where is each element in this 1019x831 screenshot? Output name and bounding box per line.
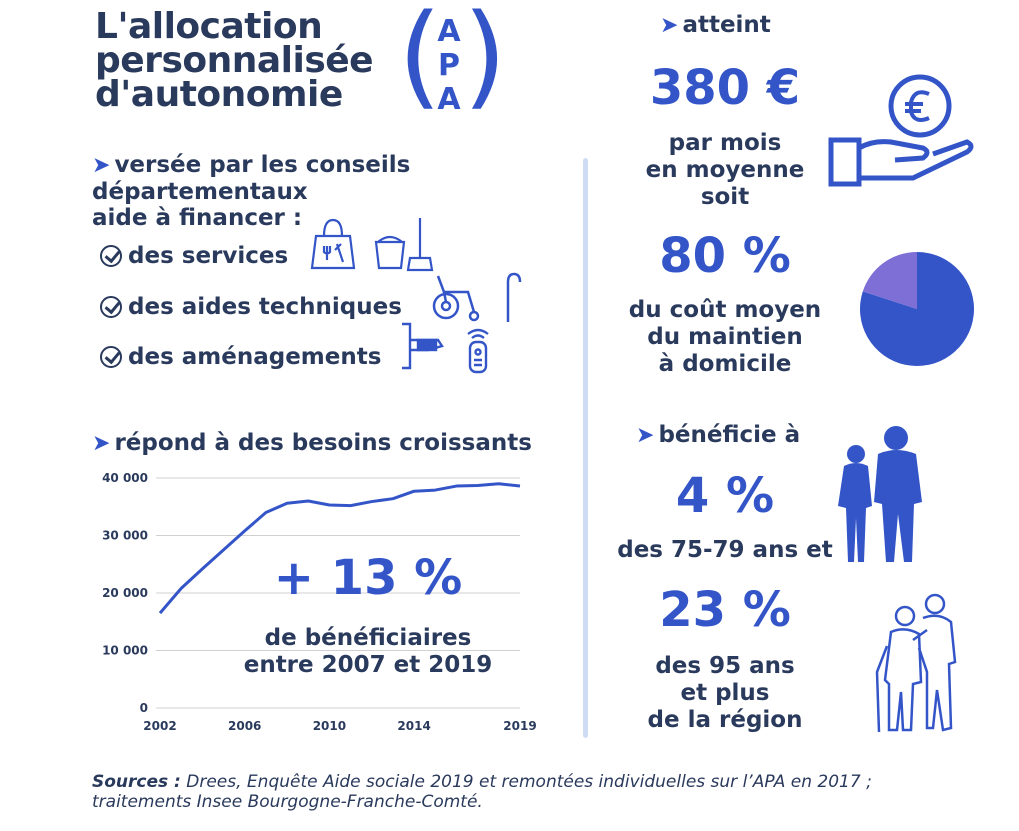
share-line-2: du maintien [647, 324, 803, 350]
checkmark-icon [100, 245, 122, 267]
list-item: des services [100, 243, 288, 269]
elderly-walker-icon [875, 593, 957, 733]
share-line-1: du coût moyen [628, 297, 822, 323]
beneficie-label: bénéficie à [658, 422, 801, 448]
amount-line-1: par mois [668, 130, 782, 156]
column-divider [583, 158, 588, 738]
chart-heading-text: répond à des besoins croissants [114, 430, 532, 456]
pie-chart [860, 252, 974, 366]
atteint-heading: ➤ atteint [660, 12, 771, 39]
item-label-aides: des aides techniques [128, 294, 402, 320]
hand-euro-icon [828, 74, 974, 187]
growth-caption: de bénéficiaires entre 2007 et 2019 [228, 625, 508, 679]
left-parenthesis: ( [398, 0, 442, 121]
bucket-mop-icon [374, 218, 434, 272]
share-value: 80 % [659, 228, 791, 284]
list-item: des aménagements [100, 344, 381, 370]
arrow-icon: ➤ [92, 153, 111, 178]
title-line-1: L'allocation [95, 6, 323, 47]
y-tick-label: 40 000 [102, 471, 148, 485]
series-line [158, 482, 521, 615]
x-tick-label: 2002 [143, 719, 176, 733]
growth-value: + 13 % [273, 550, 463, 606]
pct-95-line-1: des 95 ans [655, 653, 795, 679]
growth-line-2: entre 2007 et 2019 [243, 652, 493, 678]
pct-75-value: 4 % [675, 468, 775, 524]
x-tick-label: 2019 [503, 719, 536, 733]
checkmark-icon [100, 346, 122, 368]
source-label: Sources : [92, 772, 181, 792]
source-line-1: Drees, Enquête Aide sociale 2019 et remo… [186, 772, 872, 792]
growth-line-1: de bénéficiaires [264, 625, 472, 651]
y-tick-label: 0 [140, 701, 148, 715]
pct-95-line-2: et plus [680, 680, 770, 706]
arrow-icon: ➤ [660, 13, 679, 38]
acronym-letter-a2: A [437, 82, 461, 117]
item-label-amenagements: des aménagements [128, 344, 382, 370]
pct-95-caption: des 95 ans et plus de la région [600, 653, 850, 734]
x-tick-label: 2006 [228, 719, 261, 733]
list-item: des aides techniques [100, 294, 402, 320]
y-tick-label: 20 000 [102, 586, 148, 600]
beneficie-heading: ➤ bénéficie à [636, 422, 800, 449]
pie-slice [862, 252, 917, 309]
x-tick-label: 2010 [313, 719, 346, 733]
share-line-3: à domicile [658, 351, 792, 377]
page-title: L'allocation personnalisée d'autonomie [95, 6, 374, 115]
x-tick-label: 2014 [397, 719, 430, 733]
amount-caption: par mois en moyenne soit [610, 130, 840, 211]
amount-value: 380 € [649, 60, 801, 116]
intro-line-1: versée par les conseils [114, 152, 411, 178]
chart-heading: ➤ répond à des besoins croissants [92, 430, 532, 457]
pct-75-label: des 75-79 ans et [617, 537, 833, 563]
shopping-bag-icon [310, 218, 356, 270]
pct-95-value: 23 % [659, 582, 791, 638]
amount-line-2: en moyenne [645, 157, 805, 183]
acronym-letter-a: A [437, 14, 461, 49]
title-line-3: d'autonomie [95, 74, 343, 115]
services-icons [310, 218, 434, 272]
title-line-2: personnalisée [95, 40, 374, 81]
arrow-icon: ➤ [92, 431, 111, 456]
intro-text: ➤ versée par les conseils départementaux … [92, 152, 410, 231]
line-chart: 0 10 000 20 000 30 000 40 000 2002 2006 2010 201… [102, 471, 537, 733]
arrow-icon: ➤ [636, 423, 655, 448]
y-tick-label: 30 000 [102, 529, 148, 543]
amount-line-3: soit [700, 184, 750, 210]
source-note: Sources : Drees, Enquête Aide sociale 20… [92, 772, 872, 812]
remote-control-icon [402, 322, 489, 374]
wheelchair-icon [432, 272, 522, 322]
acronym-letter-p: P [438, 48, 460, 83]
right-parenthesis: ) [463, 0, 507, 121]
intro-line-3: aide à financer : [92, 205, 303, 231]
source-line-2: traitements Insee Bourgogne-Franche-Comt… [92, 792, 483, 812]
share-caption: du coût moyen du maintien à domicile [600, 297, 850, 378]
pct-95-line-3: de la région [647, 707, 803, 733]
elderly-couple-icon [838, 426, 922, 562]
item-label-services: des services [128, 243, 289, 269]
atteint-label: atteint [682, 12, 771, 38]
intro-line-2: départementaux [92, 179, 308, 205]
checkmark-icon [100, 296, 122, 318]
y-tick-label: 10 000 [102, 644, 148, 658]
